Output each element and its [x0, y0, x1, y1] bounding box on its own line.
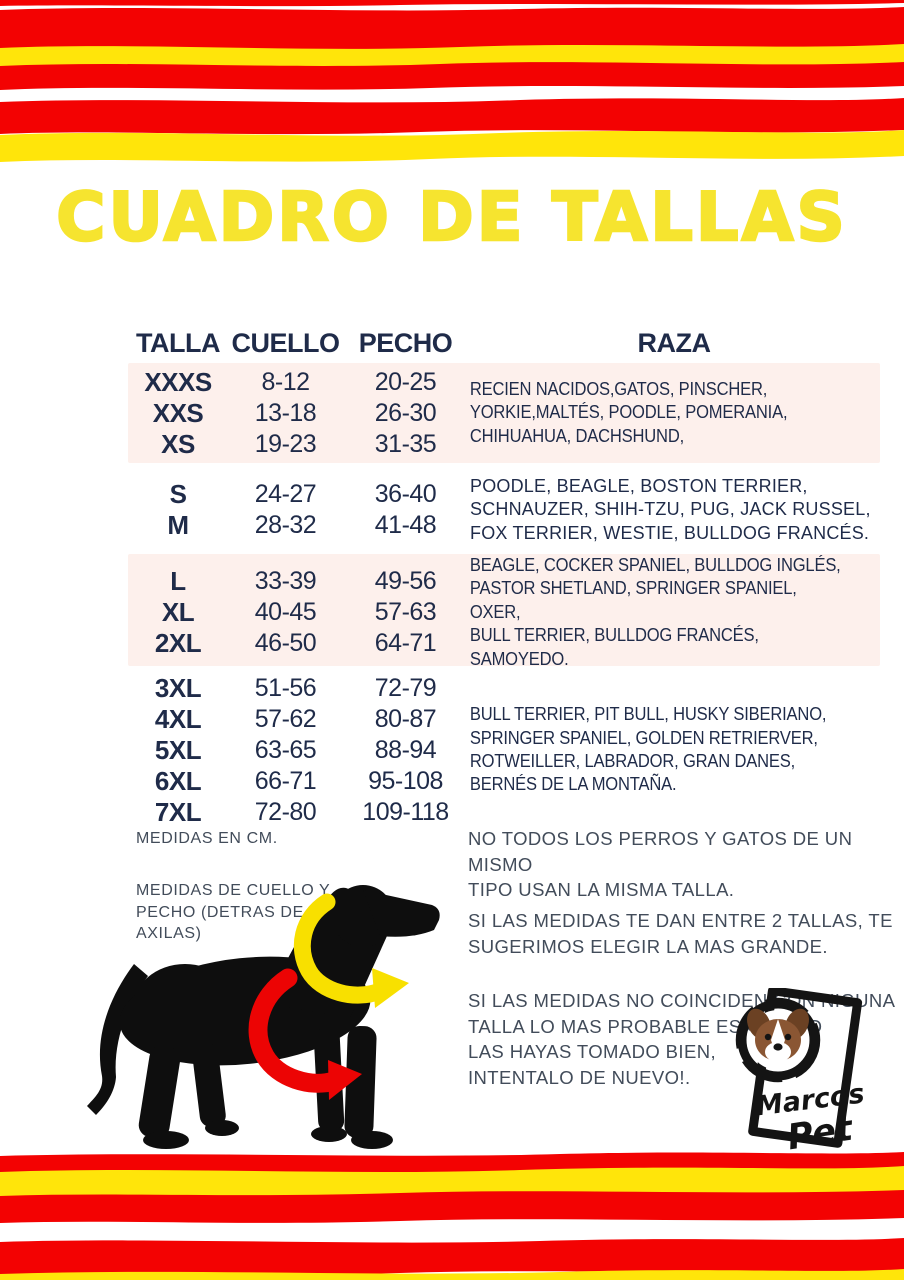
size-label: 6XL	[154, 765, 202, 796]
size-label: XXXS	[144, 366, 212, 397]
tip-same-size: NO TODOS LOS PERROS Y GATOS DE UN MISMO …	[468, 828, 853, 901]
raza-text: BEAGLE, COCKER SPANIEL, BULLDOG INGLÉS, …	[469, 555, 841, 669]
pecho-column: 20-25 26-30 31-35	[343, 363, 468, 463]
size-table: TALLA CUELLO PECHO RAZA XXXS XXS XS 8-12 13-…	[128, 323, 880, 830]
talla-column: L XL 2XL	[128, 554, 228, 671]
measure-value: 28-32	[254, 511, 317, 539]
header-cuello: CUELLO	[231, 327, 341, 358]
page-title: CUADRO DE TALLAS	[55, 177, 848, 258]
measure-value: 57-63	[374, 597, 437, 626]
header-raza: RAZA	[637, 327, 712, 358]
logo-dog-photo	[735, 997, 821, 1083]
measure-value: 20-25	[374, 367, 437, 396]
size-group: L XL 2XL 33-39 40-45 46-50 49-56 57-63 64-71 BEAG…	[128, 554, 880, 669]
measure-value: 80-87	[374, 704, 437, 733]
measure-value: 57-62	[254, 704, 317, 733]
size-label: L	[170, 565, 186, 596]
pecho-column: 49-56 57-63 64-71	[343, 554, 468, 671]
measure-value: 40-45	[254, 597, 317, 626]
note-units: MEDIDAS EN CM.	[136, 830, 278, 847]
measure-value: 19-23	[254, 429, 317, 458]
logo-text-pet: Pet	[785, 1108, 857, 1154]
size-label: 2XL	[154, 627, 202, 658]
size-group: S M 24-27 28-32 36-40 41-48 POODLE, BEAGLE, BO…	[128, 471, 880, 549]
header-pecho: PECHO	[358, 327, 453, 358]
measure-value: 33-39	[254, 566, 317, 595]
raza-text: POODLE, BEAGLE, BOSTON TERRIER, SCHNAUZE…	[470, 475, 871, 543]
measure-value: 24-27	[254, 480, 317, 508]
size-label: 4XL	[154, 703, 202, 734]
size-label: S	[169, 479, 187, 509]
size-group: XXXS XXS XS 8-12 13-18 19-23 20-25 26-30 31-35 RE…	[128, 363, 880, 463]
talla-column: 3XL 4XL 5XL 6XL 7XL	[128, 670, 228, 830]
cuello-column: 8-12 13-18 19-23	[228, 363, 343, 463]
dog-silhouette	[87, 885, 440, 1149]
measure-value: 41-48	[374, 511, 437, 539]
size-label: 3XL	[154, 672, 202, 703]
measure-value: 63-65	[254, 735, 317, 764]
measure-value: 88-94	[374, 735, 437, 764]
measure-value: 72-80	[254, 797, 317, 826]
size-label: 7XL	[154, 796, 202, 827]
raza-text: BULL TERRIER, PIT BULL, HUSKY SIBERIANO,…	[469, 704, 827, 795]
brand-logo: Marcos Pet	[735, 988, 866, 1154]
bottom-stripes-decoration	[0, 1152, 904, 1280]
raza-text: RECIEN NACIDOS,GATOS, PINSCHER, YORKIE,M…	[469, 378, 788, 446]
talla-column: XXXS XXS XS	[128, 363, 228, 463]
size-label: 5XL	[154, 734, 202, 765]
size-group: 3XL 4XL 5XL 6XL 7XL 51-56 57-62 63-65 66-71 72-80…	[128, 670, 880, 830]
measure-value: 26-30	[374, 398, 437, 427]
chest-measure-arrow	[248, 968, 362, 1100]
measure-value: 95-108	[368, 766, 443, 795]
dog-silhouette-figure	[87, 885, 440, 1149]
cuello-column: 33-39 40-45 46-50	[228, 554, 343, 671]
table-groups: XXXS XXS XS 8-12 13-18 19-23 20-25 26-30 31-35 RE…	[128, 363, 880, 830]
top-stripes-decoration	[0, 0, 904, 162]
cuello-column: 24-27 28-32	[228, 471, 343, 549]
neck-measure-arrow	[293, 893, 409, 1008]
measure-value: 66-71	[254, 766, 317, 795]
measure-value: 64-71	[374, 628, 437, 657]
measure-value: 31-35	[374, 429, 437, 458]
measure-value: 13-18	[254, 398, 317, 427]
table-header-row: TALLA CUELLO PECHO RAZA	[128, 323, 880, 363]
pecho-column: 36-40 41-48	[343, 471, 468, 549]
size-label: XS	[161, 428, 195, 459]
size-label: XXS	[152, 397, 204, 428]
measure-value: 49-56	[374, 566, 437, 595]
measure-value: 51-56	[254, 673, 317, 702]
size-label: M	[167, 510, 189, 540]
tip-between-sizes: SI LAS MEDIDAS TE DAN ENTRE 2 TALLAS, TE…	[468, 910, 893, 957]
measure-value: 8-12	[261, 367, 310, 396]
measure-value: 109-118	[362, 797, 449, 826]
measure-value: 46-50	[254, 628, 317, 657]
header-talla: TALLA	[136, 327, 220, 358]
measure-value: 36-40	[374, 480, 437, 508]
cuello-column: 51-56 57-62 63-65 66-71 72-80	[228, 670, 343, 830]
measure-value: 72-79	[374, 673, 437, 702]
size-label: XL	[161, 596, 195, 627]
pecho-column: 72-79 80-87 88-94 95-108 109-118	[343, 670, 468, 830]
